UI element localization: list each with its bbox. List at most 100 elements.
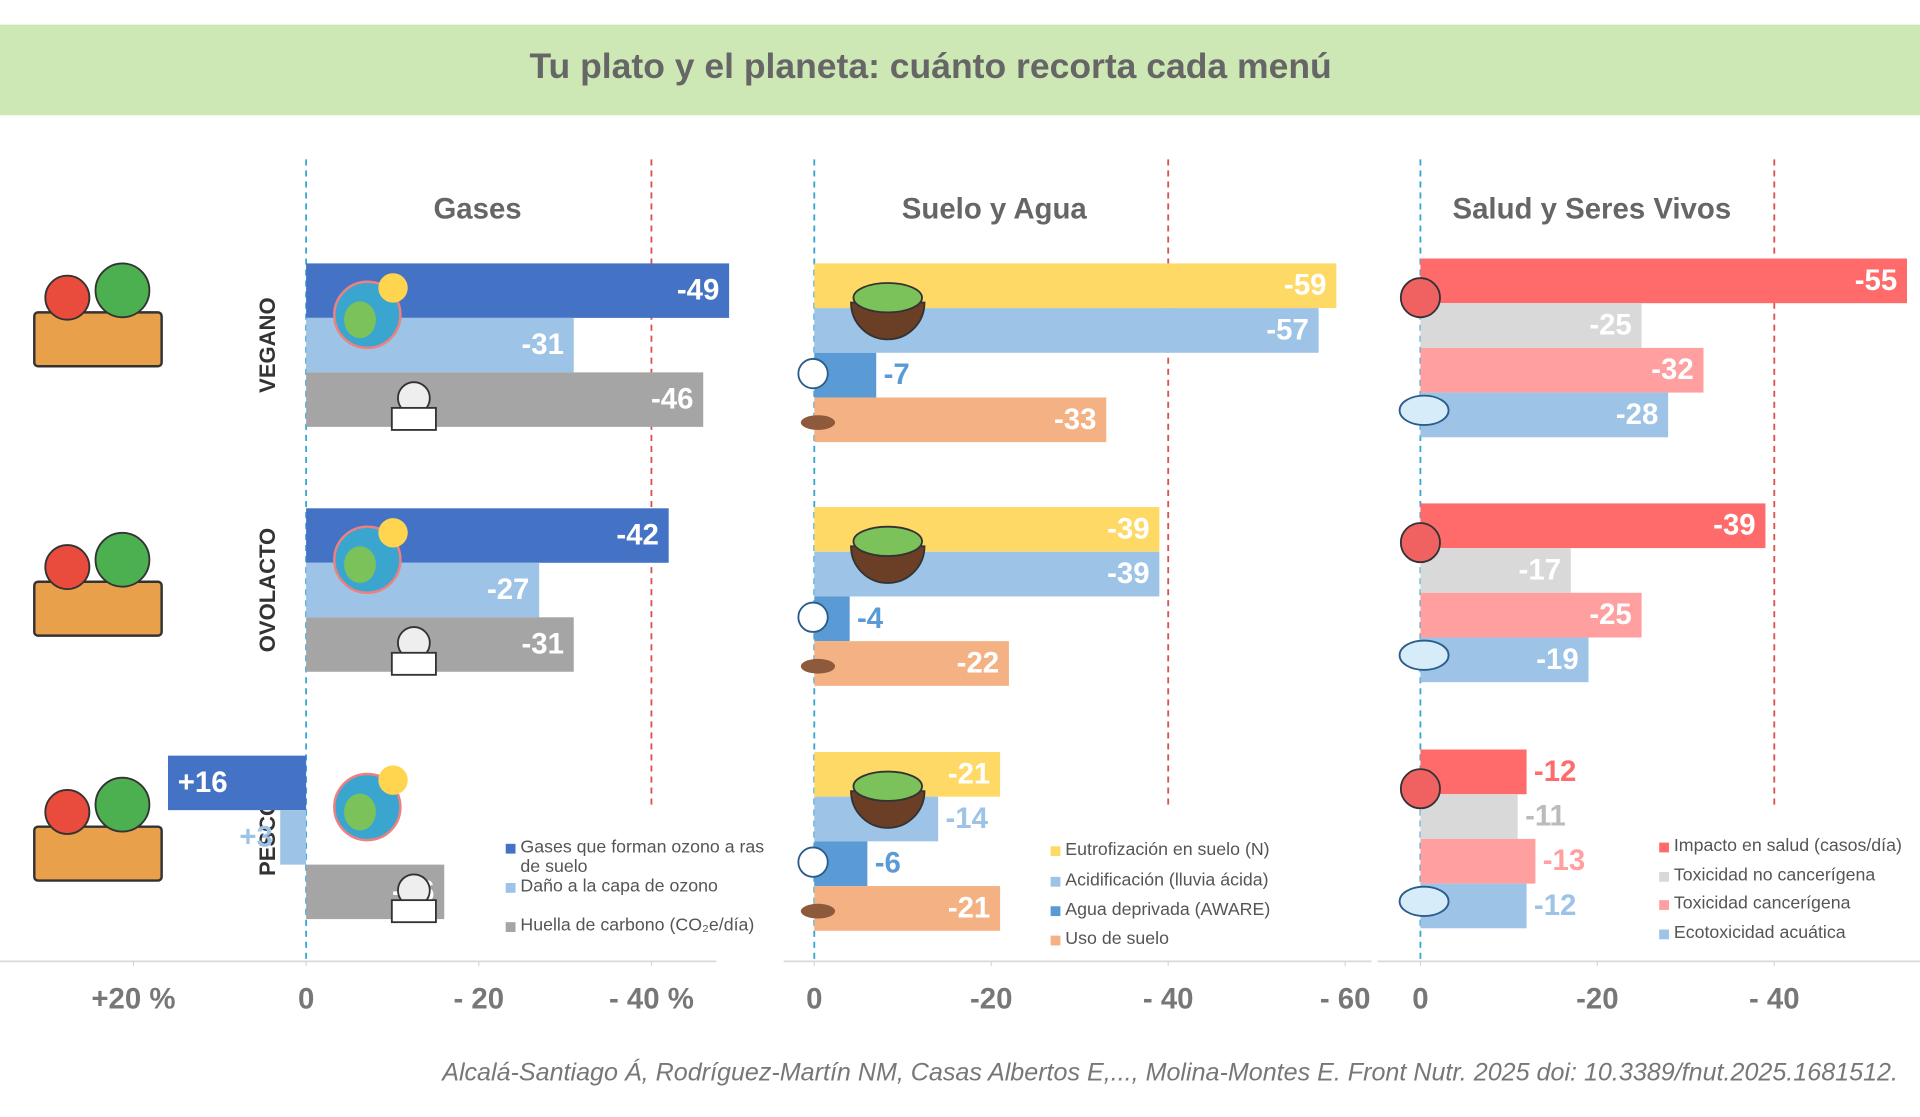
food-icon — [33, 825, 163, 882]
value-label: -57 — [1266, 313, 1308, 346]
food-icon — [33, 311, 163, 368]
panel-title: Suelo y Agua — [902, 193, 1088, 226]
category-label: PESCO — [255, 799, 280, 876]
health-icon — [1399, 277, 1441, 319]
legend-entry: Toxicidad cancerígena — [1673, 894, 1851, 914]
food-icon — [33, 580, 163, 637]
x-tick-label: - 60 — [1320, 982, 1371, 1015]
x-tick-label: - 40 — [1749, 982, 1800, 1015]
legend-swatch — [1659, 871, 1669, 882]
value-label: -28 — [1616, 398, 1658, 431]
x-tick-label: 0 — [298, 982, 314, 1015]
bar — [168, 755, 307, 811]
fish-icon — [1398, 394, 1450, 426]
value-label: -59 — [1284, 269, 1326, 302]
legend-swatch — [505, 922, 516, 932]
legend-swatch — [1659, 929, 1669, 940]
value-label: -13 — [1543, 844, 1585, 877]
bar — [306, 617, 574, 672]
value-label: -25 — [1589, 309, 1631, 342]
soil-small-icon — [800, 415, 836, 430]
soil-small-icon — [800, 903, 836, 919]
factory-icon — [390, 899, 437, 924]
legend-label: Toxicidad cancerígena — [1673, 894, 1851, 914]
soil-icon — [850, 790, 926, 829]
value-label: -39 — [1107, 512, 1149, 545]
value-label: -11 — [1525, 800, 1566, 833]
value-label: +3 — [239, 820, 273, 853]
title: Tu plato y el planeta: cuánto recorta ca… — [530, 46, 1332, 86]
ozone-icon — [378, 518, 408, 548]
plant-icon — [852, 770, 923, 802]
fish-icon — [1398, 639, 1450, 671]
ozone-icon — [378, 765, 408, 795]
legend-entry: Toxicidad no cancerígena — [1673, 865, 1876, 886]
x-tick-label: -20 — [970, 982, 1012, 1015]
legend-entry: Acidificación (lluvia ácida) — [1065, 871, 1268, 891]
legend-swatch — [1050, 876, 1061, 887]
legend-swatch — [505, 882, 516, 893]
legend-label: Toxicidad no cancerígena — [1673, 865, 1876, 886]
value-label: -12 — [1534, 755, 1576, 788]
legend-entry: Gases que forman ozono a ras de suelo — [520, 837, 765, 877]
food-icon — [94, 262, 151, 319]
value-label: -6 — [875, 847, 901, 880]
food-icon — [94, 531, 151, 588]
value-label: -17 — [1519, 553, 1561, 586]
title-band — [0, 24, 1920, 116]
x-tick-label: - 40 — [1143, 982, 1194, 1015]
value-label: -4 — [857, 602, 884, 635]
value-label: -25 — [1589, 598, 1631, 631]
water-icon — [797, 357, 829, 390]
bar — [1420, 347, 1704, 393]
health-icon — [1399, 522, 1441, 564]
x-tick-label: - 40 % — [609, 982, 694, 1015]
bar — [814, 397, 1107, 443]
globe-land — [344, 793, 376, 831]
bar — [1420, 548, 1571, 593]
legend-entry: Ecotoxicidad acuática — [1673, 923, 1846, 943]
x-tick-label: -20 — [1576, 982, 1618, 1015]
bar — [1420, 794, 1518, 839]
x-tick-label: 0 — [806, 982, 822, 1015]
soil-icon — [850, 545, 926, 584]
globe-land — [344, 546, 376, 583]
value-label: -46 — [651, 383, 693, 416]
value-label: -7 — [884, 358, 910, 391]
bar — [280, 810, 307, 865]
value-label: -22 — [957, 646, 999, 679]
bar — [306, 372, 704, 427]
food-icon — [94, 776, 151, 833]
value-label: -32 — [1651, 353, 1693, 386]
value-label: -21 — [948, 891, 990, 924]
bar — [1420, 392, 1669, 438]
value-label: -12 — [1534, 889, 1576, 922]
globe-land — [344, 301, 376, 339]
bar — [814, 641, 1009, 686]
bar — [1420, 303, 1642, 348]
food-icon — [44, 274, 91, 321]
value-label: -31 — [521, 328, 563, 361]
plant-icon — [852, 282, 923, 314]
x-tick-label: +20 % — [91, 982, 175, 1015]
legend-label: Agua deprivada (AWARE) — [1065, 900, 1271, 920]
food-icon — [44, 789, 91, 835]
value-label: -42 — [616, 519, 658, 552]
factory-icon — [390, 406, 437, 431]
panel-title: Salud y Seres Vivos — [1452, 193, 1731, 226]
legend-label: Ecotoxicidad acuática — [1673, 923, 1846, 943]
panel-title: Gases — [433, 193, 521, 226]
legend-label: Gases que forman ozono a ras de suelo — [520, 837, 765, 877]
value-label: -19 — [1536, 643, 1578, 676]
bar — [1420, 838, 1536, 884]
bar — [814, 886, 1001, 931]
legend-swatch — [1659, 900, 1669, 910]
legend-entry: Uso de suelo — [1065, 930, 1169, 950]
health-icon — [1399, 768, 1441, 810]
value-label: -27 — [487, 573, 529, 606]
legend-entry: Eutrofización en suelo (N) — [1065, 840, 1269, 860]
legend-swatch — [1659, 842, 1669, 853]
legend-label: Huella de carbono (CO₂e/día) — [520, 916, 755, 936]
